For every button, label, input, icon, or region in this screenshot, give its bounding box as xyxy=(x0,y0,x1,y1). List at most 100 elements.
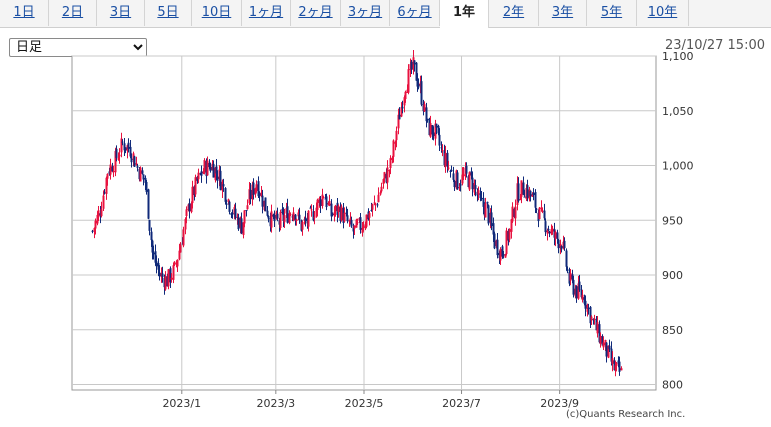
candle-body xyxy=(607,345,610,358)
candle-body xyxy=(415,62,418,81)
candle-body xyxy=(420,81,423,105)
candle-body xyxy=(487,205,490,224)
candle-body xyxy=(480,197,483,200)
candle-body xyxy=(565,250,568,267)
candle-body xyxy=(322,196,325,198)
tab-13[interactable]: 10年 xyxy=(637,0,689,26)
tab-12[interactable]: 5年 xyxy=(587,0,637,26)
tab-8[interactable]: 6ヶ月 xyxy=(390,0,440,26)
tab-5[interactable]: 1ヶ月 xyxy=(242,0,291,26)
candle-body xyxy=(215,166,218,174)
candle-body xyxy=(380,186,383,192)
candle-body xyxy=(117,158,120,160)
candle-body xyxy=(179,245,182,253)
tab-6[interactable]: 2ヶ月 xyxy=(291,0,341,26)
candle-body xyxy=(350,220,353,227)
candle-body xyxy=(468,172,471,190)
candle-body xyxy=(309,207,312,209)
candle-body xyxy=(470,171,473,176)
candle-body xyxy=(499,249,502,261)
candle-body xyxy=(102,195,105,209)
candle-body xyxy=(298,214,301,220)
candle-body xyxy=(255,184,258,191)
candle-body xyxy=(546,230,549,234)
tab-3[interactable]: 5日 xyxy=(145,0,192,26)
candle-body xyxy=(593,318,596,320)
candle-body xyxy=(225,203,228,205)
candle-body xyxy=(343,212,346,222)
candle-body xyxy=(261,195,264,207)
candle-body xyxy=(206,160,209,176)
tab-9[interactable]: 1年 xyxy=(440,0,489,28)
candle-body xyxy=(395,130,398,141)
candle-body xyxy=(610,348,613,362)
candle-body xyxy=(219,170,222,190)
candle-body xyxy=(547,228,550,230)
interval-select[interactable]: 日足 xyxy=(9,38,147,57)
tab-1[interactable]: 2日 xyxy=(49,0,97,26)
candle-body xyxy=(410,61,413,70)
candle-body xyxy=(596,322,599,334)
candle-body xyxy=(231,212,234,215)
candle-body xyxy=(432,132,435,137)
candle-body xyxy=(97,210,100,218)
candle-body xyxy=(450,169,453,172)
y-tick-label: 900 xyxy=(662,269,683,282)
tab-4[interactable]: 10日 xyxy=(192,0,242,26)
candle-body xyxy=(289,214,292,216)
candle-body xyxy=(123,143,126,151)
candle-body xyxy=(94,220,97,229)
candle-body xyxy=(286,206,289,223)
tab-2[interactable]: 3日 xyxy=(97,0,145,26)
candle-body xyxy=(449,170,452,172)
candle-body xyxy=(423,104,426,112)
candle-body xyxy=(438,134,441,146)
candle-body xyxy=(434,123,437,139)
candle-body xyxy=(365,214,368,227)
candle-body xyxy=(581,294,584,300)
candle-body xyxy=(279,212,282,228)
candle-body xyxy=(615,362,618,366)
tab-0[interactable]: 1日 xyxy=(0,0,49,26)
candle-body xyxy=(361,227,364,233)
candle-body xyxy=(106,173,109,179)
candle-body xyxy=(373,202,376,204)
candle-body xyxy=(614,365,617,370)
candle-body xyxy=(257,181,260,197)
candle-body xyxy=(572,279,575,295)
candle-body xyxy=(535,208,538,210)
candle-body xyxy=(170,277,173,280)
candle-body xyxy=(517,183,520,202)
candle-body xyxy=(340,206,343,221)
x-tick-label: 2023/3 xyxy=(256,397,295,410)
candle-body xyxy=(264,197,267,212)
tab-11[interactable]: 3年 xyxy=(539,0,587,26)
candle-body xyxy=(425,107,428,122)
candle-body xyxy=(216,176,219,181)
candle-body xyxy=(374,203,377,205)
candle-body xyxy=(307,210,310,227)
candle-body xyxy=(349,218,352,222)
candle-body xyxy=(133,156,136,167)
candle-body xyxy=(456,172,459,190)
candle-body xyxy=(325,196,328,208)
candle-body xyxy=(426,119,429,121)
candle-body xyxy=(237,216,240,230)
tab-7[interactable]: 3ヶ月 xyxy=(341,0,390,26)
candle-body xyxy=(551,228,554,232)
candle-body xyxy=(158,272,161,277)
candle-body xyxy=(356,222,359,224)
candle-body xyxy=(141,170,144,174)
candle-body xyxy=(130,158,133,163)
candle-body xyxy=(310,209,313,211)
candle-body xyxy=(566,269,569,272)
candle-body xyxy=(543,210,546,219)
candle-body xyxy=(440,147,443,149)
tab-10[interactable]: 2年 xyxy=(489,0,539,26)
candle-body xyxy=(534,192,537,208)
candle-body xyxy=(157,263,160,270)
candle-body xyxy=(403,97,406,106)
candle-body xyxy=(267,215,270,219)
candle-body xyxy=(297,212,300,217)
